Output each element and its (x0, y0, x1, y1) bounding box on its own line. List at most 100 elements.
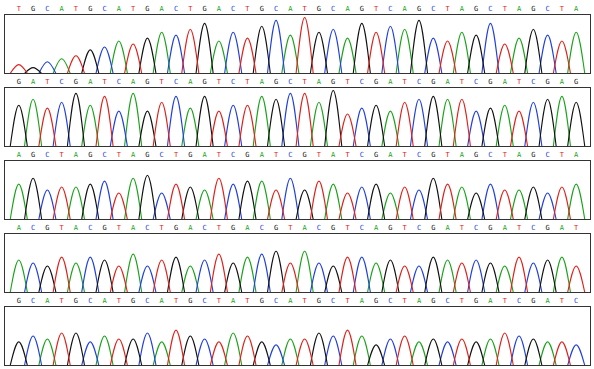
svg-text:T: T (317, 151, 322, 159)
svg-text:A: A (245, 224, 250, 232)
svg-text:G: G (303, 151, 307, 159)
svg-text:C: C (288, 78, 292, 86)
svg-text:G: G (202, 78, 206, 86)
svg-text:A: A (460, 151, 465, 159)
svg-text:C: C (102, 5, 106, 13)
svg-text:G: G (488, 78, 492, 86)
svg-text:A: A (331, 151, 336, 159)
svg-text:G: G (31, 5, 35, 13)
svg-text:C: C (160, 151, 164, 159)
svg-text:C: C (574, 297, 578, 305)
svg-text:G: G (474, 5, 478, 13)
svg-text:G: G (374, 78, 378, 86)
svg-text:T: T (403, 224, 408, 232)
svg-text:T: T (274, 151, 279, 159)
svg-text:T: T (374, 5, 379, 13)
svg-text:G: G (331, 78, 335, 86)
svg-text:G: G (260, 5, 264, 13)
svg-text:A: A (117, 5, 122, 13)
svg-text:A: A (288, 5, 293, 13)
svg-text:T: T (102, 78, 107, 86)
svg-text:C: C (174, 5, 178, 13)
svg-text:C: C (202, 224, 206, 232)
svg-text:C: C (45, 5, 49, 13)
svg-text:T: T (174, 297, 179, 305)
svg-text:C: C (488, 151, 492, 159)
svg-text:A: A (488, 297, 493, 305)
svg-text:T: T (217, 224, 222, 232)
svg-text:C: C (231, 78, 235, 86)
svg-text:A: A (202, 151, 207, 159)
svg-text:G: G (546, 78, 550, 86)
svg-text:C: C (331, 5, 335, 13)
svg-text:A: A (460, 5, 465, 13)
svg-text:G: G (317, 5, 321, 13)
svg-text:A: A (288, 297, 293, 305)
svg-text:T: T (517, 224, 522, 232)
svg-text:T: T (345, 224, 350, 232)
svg-text:T: T (460, 78, 465, 86)
svg-text:A: A (574, 5, 579, 13)
svg-text:G: G (74, 78, 78, 86)
svg-text:A: A (517, 151, 522, 159)
svg-text:A: A (131, 224, 136, 232)
svg-text:G: G (374, 297, 378, 305)
svg-text:T: T (403, 151, 408, 159)
svg-text:C: C (360, 78, 364, 86)
svg-text:T: T (460, 297, 465, 305)
svg-text:C: C (60, 78, 64, 86)
svg-text:T: T (403, 297, 408, 305)
svg-text:G: G (174, 224, 178, 232)
svg-text:T: T (345, 78, 350, 86)
svg-text:C: C (417, 151, 421, 159)
svg-text:T: T (74, 5, 79, 13)
svg-text:G: G (274, 224, 278, 232)
svg-text:C: C (31, 224, 35, 232)
svg-text:G: G (245, 151, 249, 159)
svg-text:A: A (388, 78, 393, 86)
svg-text:T: T (403, 78, 408, 86)
svg-text:G: G (431, 224, 435, 232)
svg-text:T: T (217, 151, 222, 159)
svg-text:G: G (531, 297, 535, 305)
svg-text:A: A (388, 151, 393, 159)
svg-text:T: T (217, 297, 222, 305)
svg-text:G: G (431, 78, 435, 86)
svg-text:G: G (331, 224, 335, 232)
svg-text:C: C (546, 5, 550, 13)
svg-text:C: C (531, 78, 535, 86)
svg-text:G: G (145, 151, 149, 159)
svg-text:A: A (45, 297, 50, 305)
svg-text:A: A (231, 297, 236, 305)
svg-text:A: A (445, 224, 450, 232)
svg-text:A: A (131, 151, 136, 159)
svg-text:C: C (102, 151, 106, 159)
svg-text:A: A (445, 78, 450, 86)
svg-text:C: C (388, 297, 392, 305)
svg-text:A: A (374, 224, 379, 232)
svg-text:T: T (303, 297, 308, 305)
svg-text:G: G (145, 5, 149, 13)
svg-text:C: C (274, 5, 278, 13)
svg-text:C: C (445, 297, 449, 305)
svg-text:T: T (303, 78, 308, 86)
svg-text:G: G (431, 297, 435, 305)
svg-text:C: C (317, 224, 321, 232)
svg-text:G: G (360, 5, 364, 13)
svg-text:A: A (517, 5, 522, 13)
svg-text:A: A (74, 224, 79, 232)
svg-text:C: C (174, 78, 178, 86)
svg-text:T: T (460, 224, 465, 232)
svg-text:A: A (160, 5, 165, 13)
svg-text:C: C (288, 151, 292, 159)
svg-text:A: A (31, 78, 36, 86)
svg-text:G: G (260, 297, 264, 305)
svg-text:G: G (388, 224, 392, 232)
svg-text:G: G (417, 5, 421, 13)
svg-text:C: C (145, 224, 149, 232)
svg-text:T: T (188, 5, 193, 13)
svg-text:C: C (417, 224, 421, 232)
svg-text:A: A (88, 78, 93, 86)
svg-text:G: G (131, 297, 135, 305)
svg-text:G: G (45, 224, 49, 232)
